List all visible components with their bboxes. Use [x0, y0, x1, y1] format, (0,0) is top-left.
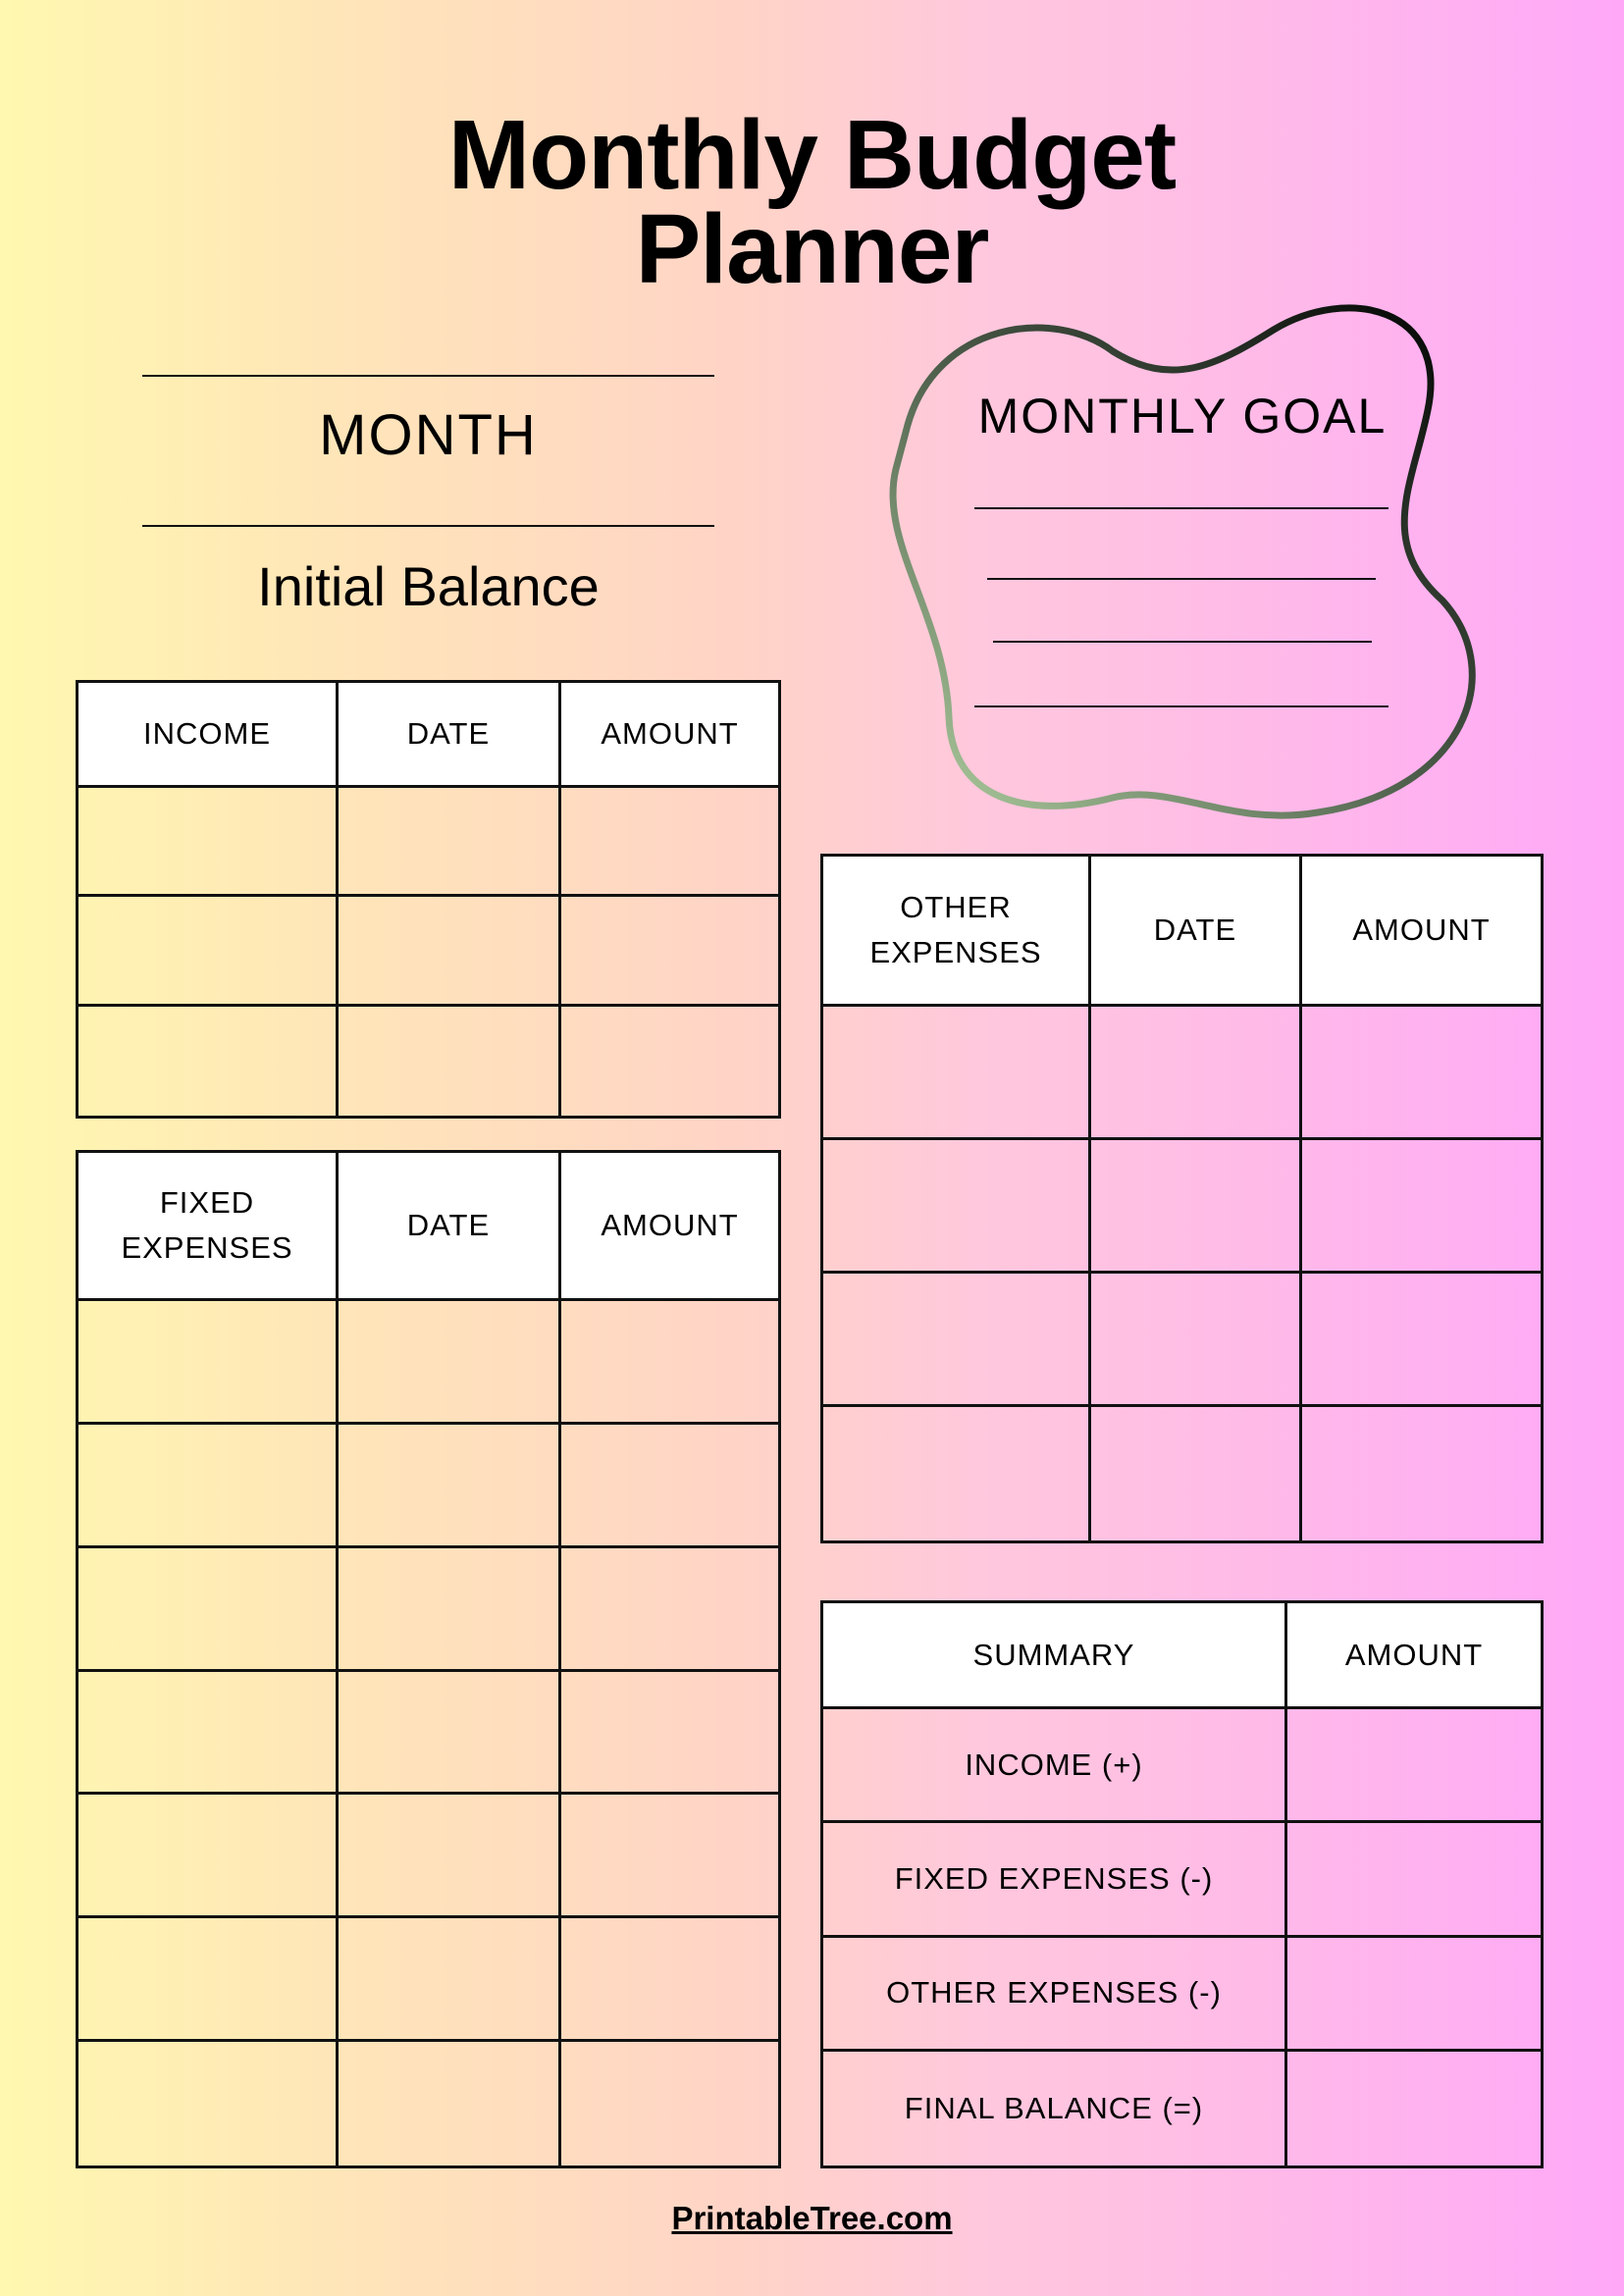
table-cell[interactable]: [339, 1424, 561, 1548]
column-header: AMOUNT: [561, 683, 778, 788]
table-cell[interactable]: [561, 1301, 778, 1425]
table-cell[interactable]: [79, 1918, 339, 2043]
goal-line: [993, 641, 1372, 643]
column-header: SUMMARY: [823, 1603, 1287, 1709]
table-cell[interactable]: [561, 1007, 778, 1116]
initial-balance-label: Initial Balance: [257, 555, 600, 617]
month-label: MONTH: [319, 403, 538, 467]
column-header: AMOUNT: [1302, 857, 1541, 1007]
table-cell[interactable]: [561, 1548, 778, 1672]
table-cell[interactable]: [79, 1671, 339, 1796]
monthly-goal-title: MONTHLY GOAL: [977, 389, 1388, 444]
table-cell[interactable]: [1091, 1007, 1302, 1140]
column-header: DATE: [339, 683, 561, 788]
column-header: FIXED EXPENSES: [79, 1153, 339, 1301]
table-cell[interactable]: [561, 1795, 778, 1919]
table-cell[interactable]: [79, 788, 339, 898]
table-cell[interactable]: [1091, 1140, 1302, 1274]
table-cell[interactable]: [1287, 1938, 1541, 2052]
summary-row-label: FINAL BALANCE (=): [823, 2051, 1287, 2166]
table-cell[interactable]: [339, 1547, 561, 1672]
summary-row-label: OTHER EXPENSES (-): [823, 1937, 1287, 2052]
month-top-line: [142, 375, 714, 377]
table-cell[interactable]: [561, 1425, 778, 1548]
table-cell[interactable]: [823, 1140, 1091, 1274]
table-cell[interactable]: [561, 2042, 778, 2166]
other-expenses-table: OTHER EXPENSES DATE AMOUNT: [820, 854, 1544, 1543]
income-table: INCOME DATE AMOUNT: [76, 680, 781, 1119]
goal-line: [987, 578, 1376, 580]
table-cell[interactable]: [561, 1918, 778, 2043]
table-cell[interactable]: [339, 1671, 561, 1796]
table-cell[interactable]: [1302, 1007, 1541, 1140]
monthly-goal-blob: [889, 304, 1476, 819]
goal-blob-outline: [889, 304, 1476, 819]
goal-line: [974, 507, 1388, 509]
column-header: DATE: [339, 1153, 561, 1301]
table-cell[interactable]: [79, 1795, 339, 1919]
table-cell[interactable]: [1287, 1823, 1541, 1938]
table-cell[interactable]: [79, 1301, 339, 1425]
table-cell[interactable]: [1091, 1274, 1302, 1407]
column-header: AMOUNT: [1287, 1603, 1541, 1709]
column-header: DATE: [1091, 857, 1302, 1007]
table-cell[interactable]: [79, 1006, 339, 1116]
column-header: OTHER EXPENSES: [823, 857, 1091, 1007]
table-cell[interactable]: [1302, 1140, 1541, 1274]
table-cell[interactable]: [823, 1407, 1091, 1540]
table-cell[interactable]: [339, 2042, 561, 2166]
table-cell[interactable]: [1091, 1407, 1302, 1540]
table-cell[interactable]: [339, 897, 561, 1007]
footer-link[interactable]: PrintableTree.com: [671, 2200, 953, 2236]
table-cell[interactable]: [79, 2042, 339, 2166]
table-cell[interactable]: [561, 897, 778, 1007]
table-cell[interactable]: [1287, 2052, 1541, 2166]
summary-row-label: FIXED EXPENSES (-): [823, 1823, 1287, 1938]
table-cell[interactable]: [339, 1795, 561, 1919]
table-cell[interactable]: [339, 788, 561, 898]
table-cell[interactable]: [823, 1274, 1091, 1407]
month-bottom-line: [142, 525, 714, 527]
page-title: Monthly Budget Planner: [0, 100, 1624, 304]
table-cell[interactable]: [79, 897, 339, 1007]
table-cell[interactable]: [823, 1007, 1091, 1140]
table-cell[interactable]: [79, 1547, 339, 1672]
fixed-expenses-table: FIXED EXPENSES DATE AMOUNT: [76, 1150, 781, 2168]
table-cell[interactable]: [1287, 1709, 1541, 1824]
table-cell[interactable]: [339, 1918, 561, 2043]
summary-table: SUMMARY AMOUNT INCOME (+) FIXED EXPENSES (-…: [820, 1600, 1544, 2168]
table-cell[interactable]: [79, 1424, 339, 1548]
table-cell[interactable]: [339, 1301, 561, 1425]
table-cell[interactable]: [1302, 1407, 1541, 1540]
title-line-2: Planner: [635, 194, 990, 304]
table-cell[interactable]: [561, 788, 778, 898]
table-cell[interactable]: [1302, 1274, 1541, 1407]
column-header: INCOME: [79, 683, 339, 788]
title-line-1: Monthly Budget: [447, 100, 1177, 210]
goal-line: [974, 705, 1388, 707]
table-cell[interactable]: [561, 1672, 778, 1796]
table-cell[interactable]: [339, 1006, 561, 1116]
summary-row-label: INCOME (+): [823, 1709, 1287, 1824]
column-header: AMOUNT: [561, 1153, 778, 1301]
